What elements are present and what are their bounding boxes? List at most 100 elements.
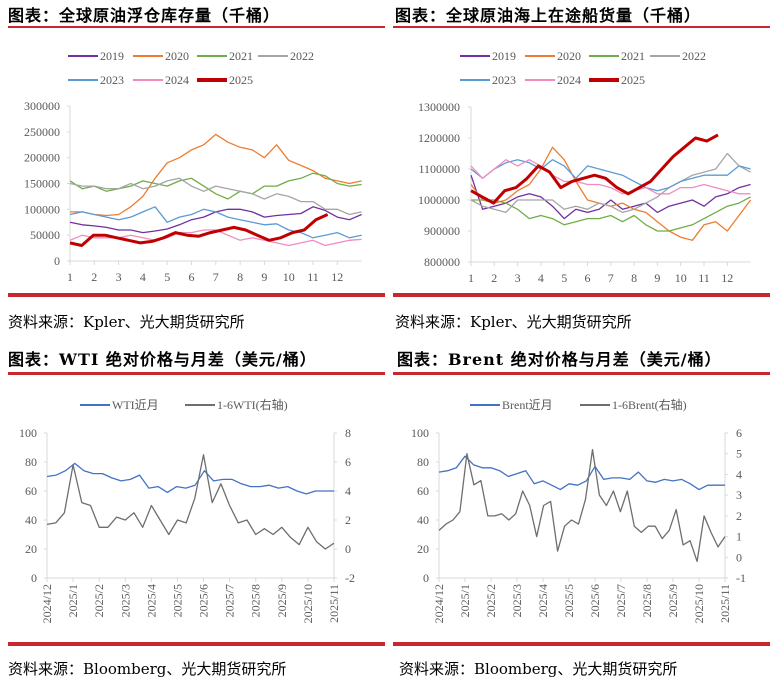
series-line-1-6Brent(右轴): [438, 448, 726, 563]
legend-label: 2022: [290, 49, 314, 63]
x-tick-label: 7: [213, 270, 219, 284]
legend-label: 2024: [557, 73, 581, 87]
y2-tick-label: 2: [736, 509, 742, 523]
legend-label: 2021: [229, 49, 253, 63]
x-tick-label: 2025/7: [614, 584, 628, 617]
divider: [393, 642, 770, 646]
x-tick-label: 2025/5: [562, 584, 576, 617]
x-tick-label: 5: [561, 271, 567, 285]
divider: [393, 293, 770, 297]
x-tick-label: 12: [331, 270, 343, 284]
series-line-2021: [471, 196, 751, 232]
series-line-1-6WTI(右轴): [46, 454, 335, 550]
chart-title-wti: 图表：WTI 绝对价格与月差（美元/桶）: [8, 350, 317, 369]
legend-label: WTI近月: [112, 398, 159, 412]
x-tick-label: 2025/1: [66, 584, 80, 617]
divider: [393, 372, 770, 375]
series-line-2025: [470, 133, 719, 205]
y2-tick-label: 4: [736, 467, 742, 481]
y-tick-label: 60: [417, 484, 429, 498]
x-tick-label: 2025/4: [536, 584, 550, 617]
series-line-Brent近月: [438, 455, 725, 491]
x-tick-label: 2025/1: [458, 584, 472, 617]
x-tick-label: 2025/9: [275, 584, 289, 617]
y2-tick-label: 4: [345, 484, 351, 498]
y-tick-label: 60: [25, 484, 37, 498]
source-note: 资料来源：Bloomberg、光大期货研究所: [8, 660, 287, 678]
divider: [393, 26, 770, 28]
y-tick-label: 40: [25, 513, 37, 527]
y-tick-label: 50000: [30, 228, 60, 242]
chart-title-brent: 图表：Brent 绝对价格与月差（美元/桶）: [397, 350, 722, 369]
y-tick-label: 800000: [424, 255, 460, 269]
y2-tick-label: 0: [736, 550, 742, 564]
x-tick-label: 9: [654, 271, 660, 285]
divider: [8, 372, 385, 375]
x-tick-label: 2025/7: [223, 584, 237, 617]
x-tick-label: 2025/9: [666, 584, 680, 617]
x-tick-label: 2025/10: [301, 584, 315, 623]
legend-label: 2019: [100, 49, 124, 63]
x-tick-label: 2: [491, 271, 497, 285]
series-line-2022: [470, 152, 751, 214]
x-tick-label: 2025/5: [170, 584, 184, 617]
y-tick-label: 1200000: [418, 131, 460, 145]
series-line-WTI近月: [46, 462, 334, 495]
x-tick-label: 1: [67, 270, 73, 284]
y2-tick-label: 0: [345, 542, 351, 556]
y2-tick-label: -2: [345, 571, 355, 585]
y-tick-label: 100000: [24, 202, 60, 216]
x-tick-label: 2025/2: [92, 584, 106, 617]
y-tick-label: 80: [417, 455, 429, 469]
legend-label: 2022: [682, 49, 706, 63]
x-tick-label: 8: [237, 270, 243, 284]
source-note: 资料来源：Kpler、光大期货研究所: [395, 313, 632, 331]
y-tick-label: 80: [25, 455, 37, 469]
y2-tick-label: 8: [345, 426, 351, 440]
legend-label: 2023: [100, 73, 124, 87]
legend-label: 2020: [165, 49, 189, 63]
legend-label: 2023: [492, 73, 516, 87]
y-tick-label: 20: [25, 542, 37, 556]
x-tick-label: 6: [189, 270, 195, 284]
x-tick-label: 9: [261, 270, 267, 284]
chart-1: 800000 900000 1000000 1100000 1200000 1300000…: [418, 49, 752, 285]
x-tick-label: 11: [307, 270, 319, 284]
y-tick-label: 250000: [24, 125, 60, 139]
y-tick-label: 1100000: [418, 162, 460, 176]
y2-tick-label: 2: [345, 513, 351, 527]
y-tick-label: 150000: [24, 177, 60, 191]
x-tick-label: 2025/4: [144, 584, 158, 617]
source-note: 资料来源：Bloomberg、光大期货研究所: [399, 660, 678, 678]
x-tick-label: 2025/6: [197, 584, 211, 617]
x-tick-label: 2025/2: [484, 584, 498, 617]
x-tick-label: 10: [283, 270, 295, 284]
series-line-2019: [470, 174, 751, 220]
y-tick-label: 0: [31, 571, 37, 585]
legend-label: Brent近月: [502, 398, 553, 412]
y-tick-label: 300000: [24, 99, 60, 113]
legend-label: 2025: [621, 73, 645, 87]
divider: [8, 293, 385, 297]
y-tick-label: 20: [417, 542, 429, 556]
x-tick-label: 7: [608, 271, 614, 285]
divider: [8, 642, 385, 646]
y2-tick-label: 5: [736, 447, 742, 461]
y2-tick-label: 1: [736, 530, 742, 544]
x-tick-label: 2: [91, 270, 97, 284]
legend-label: 2024: [165, 73, 189, 87]
x-tick-label: 10: [675, 271, 687, 285]
x-tick-label: 2025/10: [692, 584, 706, 623]
y-tick-label: 0: [54, 254, 60, 268]
x-tick-label: 3: [116, 270, 122, 284]
x-tick-label: 2024/12: [432, 584, 446, 623]
x-tick-label: 3: [515, 271, 521, 285]
source-note: 资料来源：Kpler、光大期货研究所: [8, 313, 245, 331]
series-line-2022: [69, 177, 362, 216]
legend-label: 1-6Brent(右轴): [612, 397, 687, 412]
divider: [8, 26, 385, 28]
y2-tick-label: -1: [736, 571, 746, 585]
x-tick-label: 2025/6: [588, 584, 602, 617]
